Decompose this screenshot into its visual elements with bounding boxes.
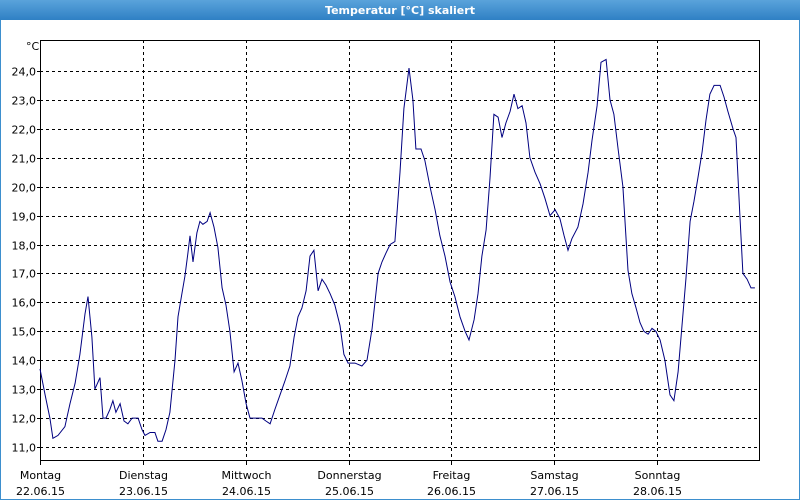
x-tick-sublabel: 28.06.15 [633, 485, 682, 498]
y-tick-label: 20,0 [12, 182, 37, 195]
y-tick-label: 23,0 [12, 95, 37, 108]
title-bar [0, 0, 800, 20]
x-tick-sublabel: 23.06.15 [119, 485, 168, 498]
y-tick-label: 24,0 [12, 66, 37, 79]
chart-title: Temperatur [°C] skaliert [325, 4, 475, 17]
y-tick-label: 11,0 [12, 442, 37, 455]
x-tick-sublabel: 25.06.15 [325, 485, 374, 498]
x-tick-label: Samstag [530, 469, 578, 482]
x-tick-label: Sonntag [635, 469, 681, 482]
x-tick-label: Freitag [433, 469, 471, 482]
x-tick-label: Dienstag [119, 469, 168, 482]
x-tick-sublabel: 26.06.15 [427, 485, 476, 498]
temperature-line [39, 58, 755, 442]
y-tick-label: 16,0 [12, 297, 37, 310]
x-tick-label: Donnerstag [317, 469, 381, 482]
y-tick-label: 15,0 [12, 326, 37, 339]
y-tick-label: 18,0 [12, 240, 37, 253]
x-tick-label: Montag [20, 469, 61, 482]
y-tick-label: 22,0 [12, 124, 37, 137]
y-tick-label: 12,0 [12, 413, 37, 426]
y-tick-label: 14,0 [12, 355, 37, 368]
x-tick-sublabel: 27.06.15 [530, 485, 579, 498]
plot-border [40, 40, 760, 461]
y-tick-label: 19,0 [12, 211, 37, 224]
y-tick-label: 13,0 [12, 384, 37, 397]
y-tick-label: 21,0 [12, 153, 37, 166]
y-tick-label: 17,0 [12, 268, 37, 281]
y-axis-label: °C [26, 40, 40, 53]
x-tick-label: Mittwoch [222, 469, 272, 482]
x-tick-sublabel: 22.06.15 [16, 485, 65, 498]
x-tick-sublabel: 24.06.15 [222, 485, 271, 498]
